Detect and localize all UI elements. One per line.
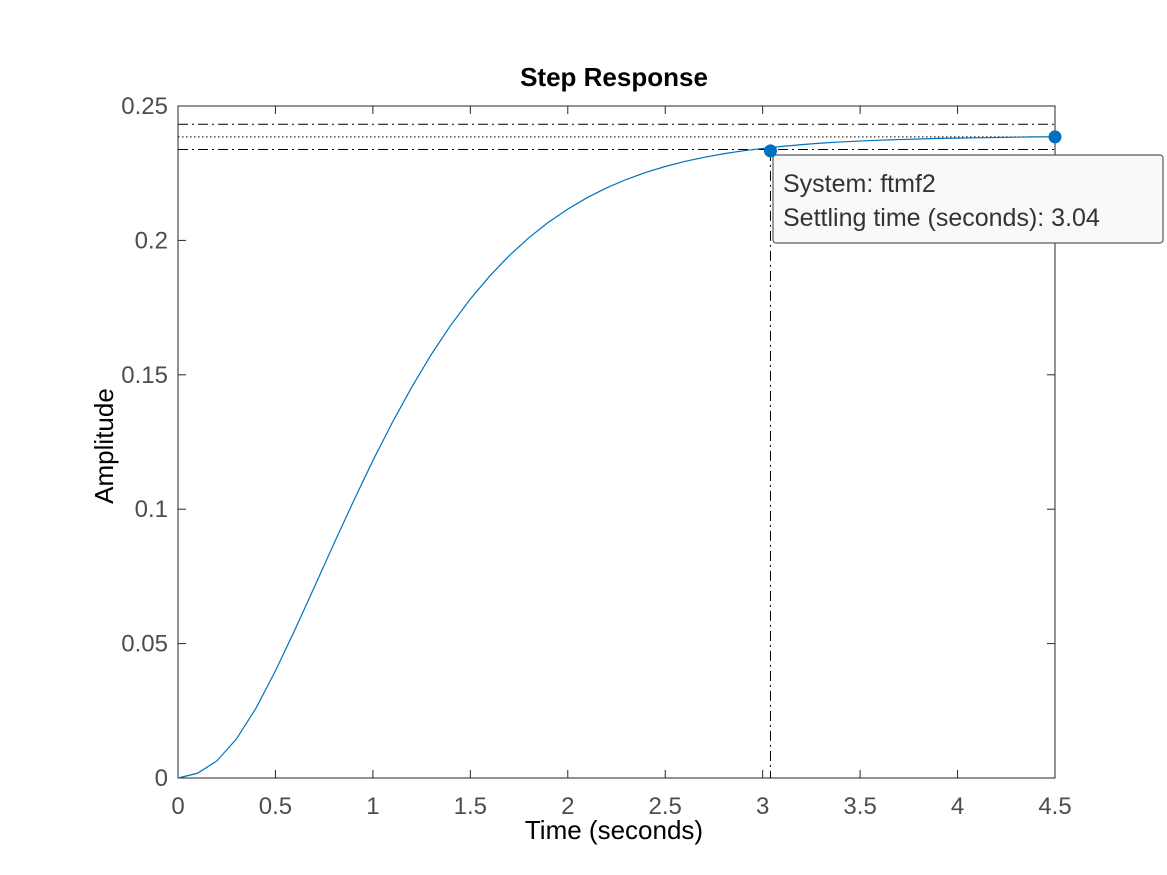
axis-ticks: 0 0.5 1 1.5 2 2.5 3 3.5 4 4.5 0 0.05 0.1 0.15 0.2 0.25 <box>121 93 1071 820</box>
x-tick-label: 1 <box>366 793 379 820</box>
settling-time-datatip[interactable]: System: ftmf2 Settling time (seconds): 3… <box>772 154 1164 244</box>
x-tick-label: 4.5 <box>1038 793 1071 820</box>
series-layer <box>177 136 1055 779</box>
final-value-marker[interactable] <box>1048 130 1062 144</box>
x-axis-title: Time (seconds) <box>525 815 703 845</box>
x-tick-label: 3.5 <box>843 793 876 820</box>
x-tick-label: 1.5 <box>454 793 487 820</box>
x-tick-label: 0.5 <box>259 793 292 820</box>
y-tick-label: 0.1 <box>135 496 168 523</box>
series-line-ftmf2[interactable] <box>177 136 1055 779</box>
datatip-settling-label: Settling time (seconds): 3.04 <box>783 204 1100 232</box>
x-tick-label: 2 <box>561 793 574 820</box>
x-tick-label: 2.5 <box>649 793 682 820</box>
y-tick-label: 0.15 <box>121 362 168 389</box>
x-tick-label: 4 <box>951 793 964 820</box>
datatip-box <box>772 154 1164 244</box>
y-tick-label: 0.25 <box>121 93 168 120</box>
y-tick-label: 0.2 <box>135 227 168 254</box>
y-axis-title: Amplitude <box>89 388 119 504</box>
x-tick-label: 3 <box>756 793 769 820</box>
y-tick-label: 0.05 <box>121 631 168 658</box>
settling-time-marker[interactable] <box>763 144 777 158</box>
markers-layer <box>763 130 1062 158</box>
settling-guides <box>178 123 1055 778</box>
chart-title: Step Response <box>520 62 708 92</box>
y-tick-label: 0 <box>155 765 168 792</box>
x-tick-label: 0 <box>171 793 184 820</box>
datatip-system-label: System: ftmf2 <box>783 170 936 198</box>
